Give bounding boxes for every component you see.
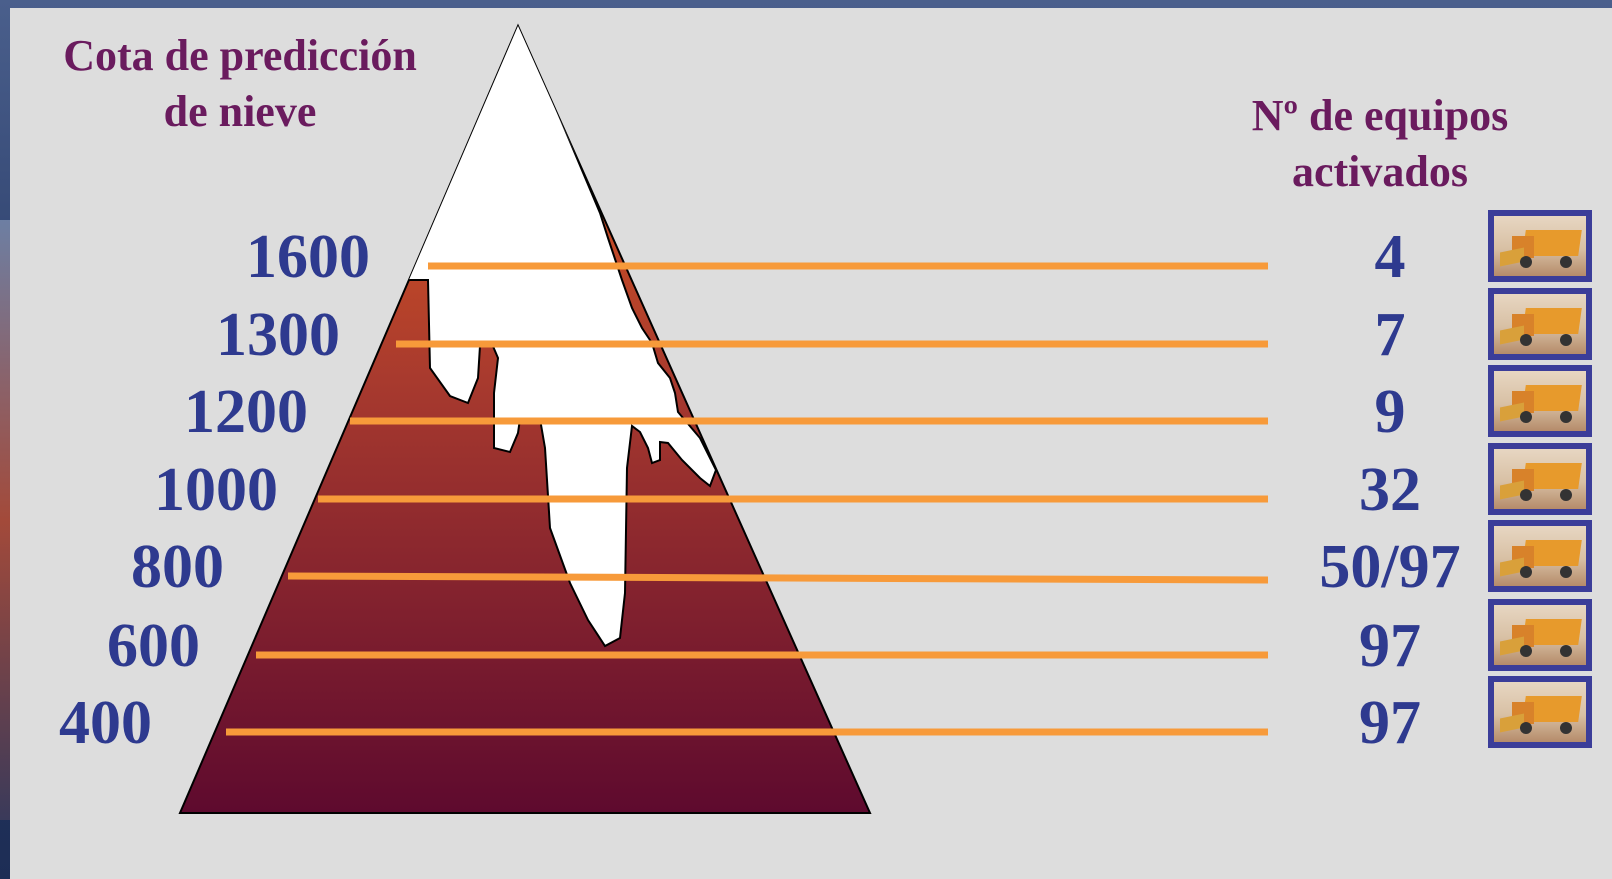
teams-heading-line-2: activados: [1292, 147, 1468, 196]
team-count-label: 32: [1359, 456, 1421, 524]
snow-pyramid-diagram: [178, 23, 1269, 814]
altitude-label: 1600: [246, 223, 370, 291]
snowplow-truck-icon: [1488, 365, 1592, 437]
altitude-heading: Cota de predicción de nieve: [30, 28, 450, 140]
altitude-heading-line-1: Cota de predicción: [63, 31, 417, 80]
snowplow-truck-icon: [1488, 520, 1592, 592]
team-count-label: 50/97: [1319, 533, 1461, 601]
snowplow-truck-icon: [1488, 288, 1592, 360]
level-line-800: [287, 572, 1269, 584]
altitude-label: 400: [59, 689, 152, 757]
altitude-label: 1000: [154, 456, 278, 524]
team-count-label: 97: [1359, 689, 1421, 757]
slide: Cota de predicción de nieve Nº de equipo…: [10, 8, 1612, 879]
team-count-label: 9: [1374, 378, 1406, 446]
teams-heading: Nº de equipos activados: [1230, 88, 1530, 200]
snowplow-truck-icon: [1488, 210, 1592, 282]
altitude-label: 1200: [184, 378, 308, 446]
level-lines: [226, 262, 1269, 736]
team-count-label: 7: [1374, 301, 1406, 369]
team-count-label: 97: [1359, 612, 1421, 680]
background-photo-edge: [0, 220, 10, 820]
altitude-label: 1300: [216, 301, 340, 369]
altitude-label: 800: [131, 533, 224, 601]
snowplow-truck-icon: [1488, 599, 1592, 671]
snowplow-truck-icon: [1488, 676, 1592, 748]
snowplow-truck-icon: [1488, 443, 1592, 515]
team-count-label: 4: [1374, 223, 1406, 291]
altitude-heading-line-2: de nieve: [163, 87, 317, 136]
teams-heading-line-1: Nº de equipos: [1251, 91, 1509, 140]
altitude-label: 600: [107, 612, 200, 680]
